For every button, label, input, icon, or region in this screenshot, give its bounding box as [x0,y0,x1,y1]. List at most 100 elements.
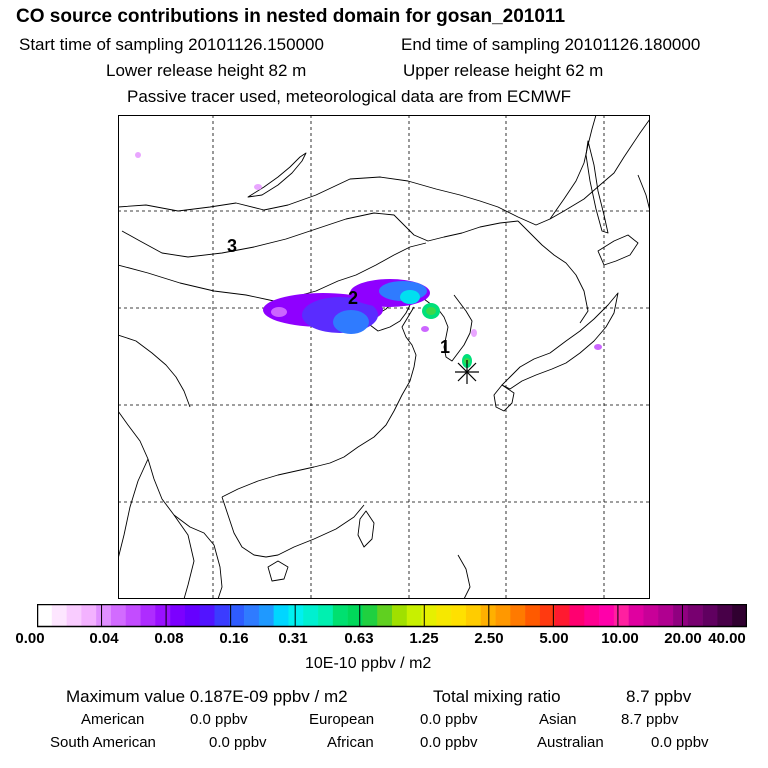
plume-speck [594,344,602,350]
total-mixing-label: Total mixing ratio [433,687,561,706]
colorbar-swatch [539,604,556,627]
region-value-american: 0.0 ppbv [190,711,248,728]
coastlines-borders [118,115,650,599]
region-label: 2 [348,288,358,308]
colorbar-tick: 20.00 [664,630,702,647]
region-name-south-american: South American [50,734,156,751]
colorbar [37,604,747,628]
colorbar-tick: 0.08 [154,630,184,647]
colorbar-swatch [199,604,215,627]
map-plot: 1 2 3 [118,115,650,599]
plume-peak-core [426,307,436,315]
map-frame [118,115,650,599]
colorbar-swatch [170,604,186,627]
philippines [457,554,471,599]
colorbar-swatch [495,604,511,627]
upper-release-height: Upper release height 62 m [403,61,604,80]
tibet-border [118,334,191,408]
bay-of-bengal-edge [118,458,149,560]
colorbar-swatch [451,604,467,627]
colorbar-swatch [140,604,156,627]
colorbar-swatch [510,604,526,627]
japan-kyushu [493,384,515,412]
region-value-african: 0.0 ppbv [420,734,478,751]
laos-border [173,514,195,599]
china-east-coast [221,306,417,498]
colorbar-swatch [258,604,274,627]
colorbar-tick: 5.00 [539,630,569,647]
colorbar-swatch [214,604,230,627]
colorbar-swatch [81,604,97,627]
region-name-european: European [309,711,375,728]
mongolia-border [121,212,519,258]
colorbar-swatch [362,604,378,627]
colorbar-swatch [244,604,260,627]
colorbar-swatch [303,604,319,627]
region-name-asian: Asian [539,711,577,728]
colorbar-swatch [318,604,334,627]
region-value-south-american: 0.0 ppbv [209,734,267,751]
colorbar-tick: 0.31 [278,630,308,647]
colorbar-swatch [421,604,437,627]
colorbar-swatch [658,604,674,627]
colorbar-swatch [554,604,570,627]
region-name-australian: Australian [537,734,604,751]
colorbar-swatch [110,604,127,627]
region-value-australian: 0.0 ppbv [651,734,709,751]
colorbar-swatch [96,604,112,627]
japan-hokkaido [597,234,639,266]
plume-east-3 [400,290,420,304]
region-label: 1 [440,337,450,357]
colorbar-swatch [465,604,482,627]
colorbar-swatch [673,604,689,627]
colorbar-swatch [584,604,600,627]
colorbar-swatch [392,604,408,627]
japan-honshu [501,292,619,390]
colorbar-tick: 10.00 [601,630,639,647]
colorbar-unit: 10E-10 ppbv / m2 [305,655,432,672]
end-time: End time of sampling 20101126.180000 [401,35,701,54]
russia-east-coast [549,115,597,220]
source-plume [135,152,602,368]
maximum-value: Maximum value 0.187E-09 ppbv / m2 [66,687,348,706]
colorbar-swatch [687,604,703,627]
colorbar-swatch [628,604,644,627]
colorbar-swatch [332,604,348,627]
region-value-asian: 8.7 ppbv [621,711,679,728]
colorbar-swatch [273,604,289,627]
colorbar-swatch [37,604,53,627]
colorbar-swatch [155,604,171,627]
region-label: 3 [227,236,237,256]
colorbar-swatch [599,604,615,627]
russia-border [118,118,650,226]
colorbar-swatch [51,604,67,627]
plume-west [271,307,287,317]
tracer-note: Passive tracer used, meteorological data… [127,87,572,106]
colorbar-swatch [613,604,629,627]
kamchatka-edge [637,174,650,212]
map-title: CO source contributions in nested domain… [16,6,566,27]
plume-speck [254,184,262,190]
colorbar-swatch [569,604,585,627]
plume-speck [135,152,141,158]
plume-speck [471,329,477,337]
graticule [118,115,650,599]
region-name-american: American [81,711,145,728]
colorbar-swatch [288,604,304,627]
total-mixing-value: 8.7 ppbv [626,687,692,706]
colorbar-tick: 1.25 [409,630,439,647]
sakhalin [585,140,609,234]
region-name-african: African [327,734,374,751]
colorbar-tick: 40.00 [708,630,746,647]
colorbar-swatch [480,604,496,627]
colorbar-swatch [702,604,718,627]
colorbar-swatch [525,604,541,627]
colorbar-swatch [406,604,422,627]
plume-core-3 [333,310,369,334]
colorbar-swatch [436,604,452,627]
colorbar-swatch [184,604,201,627]
colorbar-swatch [125,604,141,627]
plume-speck [421,326,429,332]
south-china-coast [221,496,365,558]
receptor-marker [455,360,479,384]
